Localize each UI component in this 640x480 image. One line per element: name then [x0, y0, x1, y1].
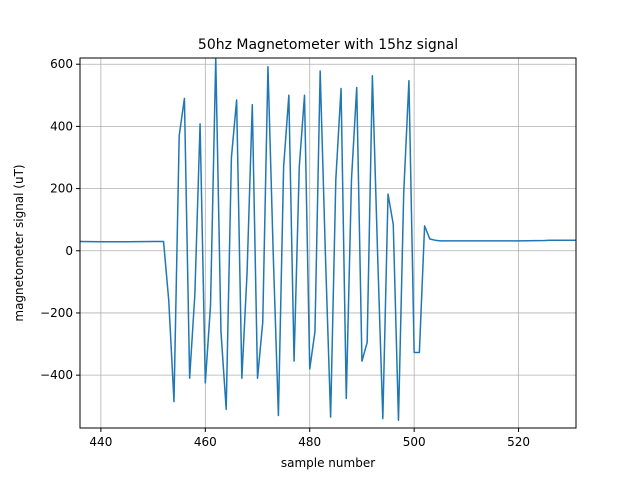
plot-frame [79, 57, 577, 429]
x-tick-label: 520 [507, 435, 530, 449]
chart-title: 50hz Magnetometer with 15hz signal [198, 37, 458, 53]
plot-series [80, 58, 576, 421]
y-tick-label: −200 [40, 306, 73, 320]
x-tick-label: 440 [89, 435, 112, 449]
y-tick-label: −400 [40, 368, 73, 382]
x-axis-label: sample number [281, 456, 375, 470]
y-tick-label: 0 [65, 244, 73, 258]
y-tick-label: 400 [50, 119, 73, 133]
series-line [80, 58, 576, 421]
axis-ticks: 440 460 480 500 520 −400 −200 0 200 400 600 [40, 57, 530, 449]
grid [80, 58, 576, 428]
x-tick-label: 460 [194, 435, 217, 449]
x-tick-label: 500 [403, 435, 426, 449]
x-tick-label: 480 [298, 435, 321, 449]
y-tick-label: 200 [50, 182, 73, 196]
y-tick-label: 600 [50, 57, 73, 71]
y-axis-label: magnetometer signal (uT) [12, 164, 26, 321]
